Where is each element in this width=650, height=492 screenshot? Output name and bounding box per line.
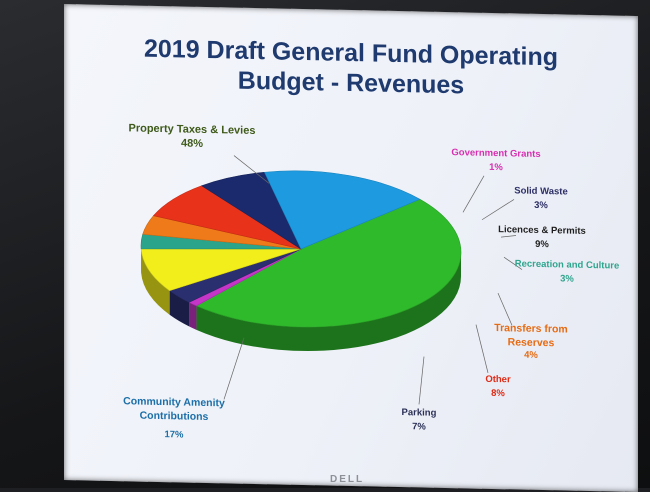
slice-label-6: Other <box>485 374 511 386</box>
slice-percent-1: 1% <box>489 162 503 173</box>
monitor-brand-logo: DELL <box>330 474 364 485</box>
leader-line-7 <box>419 356 424 404</box>
slice-label-2: Solid Waste <box>514 185 567 197</box>
slice-label-0: Property Taxes & Levies <box>129 122 256 137</box>
pie-side-1 <box>189 302 196 329</box>
leader-line-6 <box>476 325 488 373</box>
slice-percent-5: 4% <box>524 350 538 361</box>
leader-line-3 <box>501 235 516 237</box>
slice-percent-0: 48% <box>181 137 203 149</box>
slice-percent-8: 17% <box>164 429 184 440</box>
slice-label-4: Recreation and Culture <box>515 258 620 271</box>
leader-line-2 <box>482 199 514 221</box>
slice-percent-7: 7% <box>412 421 426 432</box>
presentation-slide: 2019 Draft General Fund Operating Budget… <box>64 4 638 492</box>
slice-percent-2: 3% <box>534 200 548 211</box>
leader-line-5 <box>498 293 512 325</box>
slice-percent-4: 3% <box>560 273 574 284</box>
slice-label-8-line-2: Contributions <box>140 410 209 423</box>
slice-percent-6: 8% <box>491 388 505 399</box>
slice-label-7: Parking <box>402 407 437 419</box>
slice-label-5-line-1: Transfers from <box>494 322 568 336</box>
slice-label-3: Licences & Permits <box>498 224 586 237</box>
slice-label-5-line-2: Reserves <box>508 336 555 349</box>
slice-label-8-line-1: Community Amenity <box>123 395 225 409</box>
leader-line-8 <box>224 337 244 399</box>
leader-line-1 <box>463 175 484 212</box>
slice-label-1: Government Grants <box>451 147 540 160</box>
slice-percent-3: 9% <box>535 239 549 250</box>
